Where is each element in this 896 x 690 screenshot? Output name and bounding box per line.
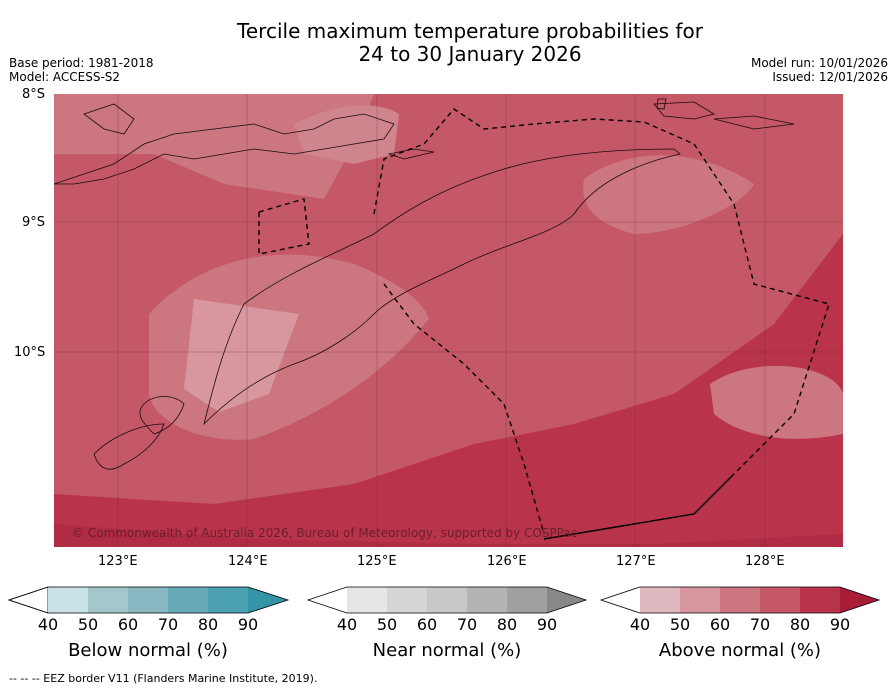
- colorbar-swatch: [800, 587, 840, 613]
- colorbar-swatch: [48, 587, 88, 613]
- chart-title: Tercile maximum temperature probabilitie…: [0, 20, 896, 66]
- colorbar-tick: 90: [536, 615, 558, 634]
- colorbar-arrow-right: [840, 587, 879, 613]
- colorbar-above-normal: [599, 586, 881, 614]
- colorbar-swatch: [467, 587, 507, 613]
- y-tick-label: 8°S: [22, 87, 46, 102]
- x-tick-label: 126°E: [487, 554, 527, 569]
- colorbar-tick: 60: [709, 615, 731, 634]
- colorbar-swatch: [720, 587, 760, 613]
- colorbar-tick: 50: [669, 615, 691, 634]
- colorbar-tick: 40: [37, 615, 59, 634]
- base-period: Base period: 1981-2018: [9, 56, 154, 70]
- colorbar-swatch: [507, 587, 547, 613]
- field-band-60: [710, 365, 843, 439]
- colorbar-title-near: Near normal (%): [372, 640, 522, 661]
- probability-map: [54, 94, 843, 547]
- copyright-text: © Commonwealth of Australia 2026, Bureau…: [72, 526, 578, 540]
- field-band-90: [54, 524, 843, 547]
- footer-note: -- -- -- EEZ border V11 (Flanders Marine…: [9, 672, 318, 685]
- field-band-60: [54, 94, 174, 134]
- colorbar-tick: 40: [336, 615, 358, 634]
- model-run: Model run: 10/01/2026: [750, 56, 888, 70]
- colorbar-swatch: [208, 587, 248, 613]
- colorbar-tick: 50: [77, 615, 99, 634]
- colorbar-below-normal: [7, 586, 290, 614]
- colorbar-tick: 80: [496, 615, 518, 634]
- x-tick-label: 127°E: [616, 554, 656, 569]
- gridlines: [54, 94, 843, 547]
- x-tick-label: 125°E: [357, 554, 397, 569]
- coastlines: [54, 98, 795, 470]
- colorbar-arrow-right: [248, 587, 288, 613]
- colorbar-arrow-right: [547, 587, 586, 613]
- colorbar-arrow-left: [601, 587, 640, 613]
- meta-left: Base period: 1981-2018 Model: ACCESS-S2: [9, 56, 154, 84]
- issued-date: Issued: 12/01/2026: [772, 70, 888, 84]
- meta-right: Model run: 10/01/2026 Issued: 12/01/2026: [751, 56, 888, 84]
- colorbar-arrow-left: [308, 587, 347, 613]
- colorbar-swatch: [168, 587, 208, 613]
- colorbar-tick: 80: [197, 615, 219, 634]
- title-line-1: Tercile maximum temperature probabilitie…: [237, 19, 703, 43]
- colorbar-tick: 70: [749, 615, 771, 634]
- colorbar-swatch: [427, 587, 467, 613]
- colorbar-title-above: Above normal (%): [658, 640, 822, 661]
- field-band-50: [184, 299, 299, 412]
- colorbar-arrow-left: [7, 586, 49, 614]
- x-tick-label: 124°E: [228, 554, 268, 569]
- colorbar-tick: 50: [376, 615, 398, 634]
- colorbar-swatch: [88, 587, 128, 613]
- y-tick-label: 10°S: [14, 345, 46, 360]
- colorbar-tick: 80: [789, 615, 811, 634]
- colorbar-swatch: [640, 587, 680, 613]
- colorbar-swatch: [760, 587, 800, 613]
- model-name: Model: ACCESS-S2: [9, 70, 121, 84]
- colorbar-title-below: Below normal (%): [68, 640, 228, 661]
- field-band-60: [583, 155, 754, 234]
- colorbars: [7, 586, 881, 614]
- x-tick-label: 123°E: [98, 554, 138, 569]
- colorbar-tick: 90: [829, 615, 851, 634]
- colorbar-swatch: [387, 587, 427, 613]
- colorbar-swatch: [128, 587, 168, 613]
- colorbar-tick: 90: [237, 615, 259, 634]
- colorbar-swatch: [347, 587, 387, 613]
- title-line-2: 24 to 30 January 2026: [358, 42, 582, 66]
- x-tick-label: 128°E: [745, 554, 785, 569]
- eez-border: [258, 108, 830, 540]
- colorbar-tick: 60: [117, 615, 139, 634]
- y-tick-label: 9°S: [22, 215, 46, 230]
- colorbar-tick: 60: [416, 615, 438, 634]
- colorbar-tick: 70: [456, 615, 478, 634]
- colorbar-near-normal: [306, 586, 588, 614]
- colorbar-tick: 40: [629, 615, 651, 634]
- colorbar-swatch: [680, 587, 720, 613]
- colorbar-tick: 70: [157, 615, 179, 634]
